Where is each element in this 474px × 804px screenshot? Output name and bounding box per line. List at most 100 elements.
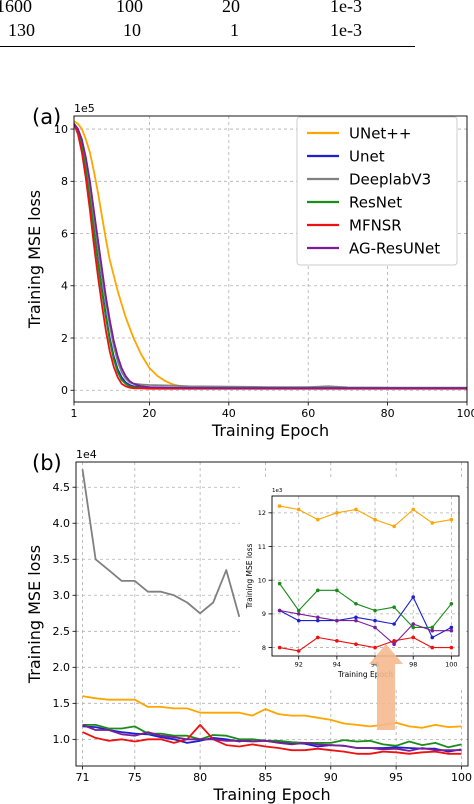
y-axis-label: Training MSE loss — [25, 545, 44, 684]
data-point — [277, 608, 282, 613]
legend-label: UNet++ — [349, 125, 411, 143]
data-point — [354, 615, 358, 620]
scale-label: 1e3 — [272, 488, 283, 494]
x-tick-label: 100 — [457, 407, 474, 420]
data-point — [373, 618, 377, 623]
x-tick-label: 40 — [222, 407, 236, 420]
series-line — [82, 723, 462, 755]
series-group — [277, 504, 454, 653]
data-point — [335, 639, 339, 643]
data-point — [392, 605, 396, 609]
x-tick-label: 60 — [301, 407, 315, 420]
parameter-table: 1600 100 20 1e-3 130 10 1 1e-3 — [0, 0, 474, 80]
legend-label: Unet — [349, 148, 385, 166]
x-tick-label: 95 — [389, 771, 403, 784]
y-tick-label: 4.5 — [53, 481, 71, 494]
y-tick-label: 6 — [61, 227, 68, 240]
table-cell: 10 — [123, 20, 141, 40]
y-tick-label: 8 — [262, 644, 266, 652]
data-point — [430, 628, 435, 633]
series-group — [74, 120, 467, 390]
table-cell: 1 — [230, 20, 239, 40]
data-point — [430, 521, 435, 525]
y-tick-label: 10 — [258, 576, 266, 584]
data-point — [315, 618, 320, 623]
series-group — [81, 469, 462, 755]
x-tick-label: 85 — [258, 771, 272, 784]
scale-label: 1e4 — [76, 448, 97, 461]
x-tick-label: 71 — [76, 771, 90, 784]
data-point — [354, 618, 358, 623]
y-tick-label: 12 — [258, 509, 266, 517]
x-tick-label: 1 — [71, 407, 78, 420]
data-point — [277, 504, 282, 508]
panel-label: (b) — [32, 451, 62, 475]
data-point — [373, 608, 377, 613]
data-point — [277, 645, 282, 650]
table-cell: 100 — [116, 0, 143, 16]
series-line — [81, 469, 241, 618]
plot-frame — [75, 461, 469, 767]
data-point — [430, 635, 435, 640]
data-point — [296, 649, 301, 653]
data-point — [373, 645, 377, 650]
y-tick-label: 1.5 — [53, 697, 71, 710]
data-point — [411, 595, 416, 599]
series-line — [279, 636, 452, 652]
data-point — [373, 625, 377, 630]
x-axis-label: Training Epoch — [211, 421, 329, 440]
data-point — [392, 622, 396, 626]
x-tick-label: 90 — [324, 771, 338, 784]
data-point — [335, 511, 339, 515]
y-axis-label: Training MSE loss — [25, 190, 44, 329]
x-axis-label: Training Epoch — [212, 785, 330, 804]
data-point — [392, 642, 396, 647]
data-point — [296, 612, 301, 616]
data-point — [411, 507, 416, 512]
data-point — [430, 645, 435, 650]
data-point — [449, 601, 454, 606]
data-point — [335, 588, 339, 593]
data-point — [392, 524, 396, 529]
x-tick-label: 98 — [409, 661, 417, 669]
data-point — [277, 581, 282, 586]
legend-label: ResNet — [349, 194, 402, 212]
chart-a: 1 20 40 60 80 100 0 2 4 6 8 10 1e5 Training Epoch Trai… — [25, 102, 474, 440]
legend-label: AG-ResUNet — [349, 240, 440, 258]
data-point — [449, 645, 454, 650]
data-point — [296, 507, 301, 512]
series-line — [279, 596, 452, 639]
table-cell: 130 — [8, 20, 35, 40]
data-point — [296, 608, 301, 613]
table-cell: 20 — [222, 0, 240, 16]
x-tick-label: 75 — [128, 771, 142, 784]
data-point — [430, 625, 435, 630]
y-tick-label: 4 — [61, 280, 68, 293]
data-point — [449, 628, 454, 633]
y-tick-label: 8 — [61, 175, 68, 188]
data-point — [354, 601, 358, 606]
table-bottom-rule — [0, 46, 415, 47]
series-line — [82, 695, 462, 729]
table-cell: 1e-3 — [330, 20, 362, 40]
y-tick-label: 3.0 — [53, 589, 71, 602]
data-point — [315, 635, 320, 640]
data-point — [411, 625, 416, 630]
y-tick-label: 4.0 — [53, 517, 71, 530]
series-line — [74, 123, 467, 390]
data-point — [315, 517, 320, 522]
y-tick-label: 2.5 — [53, 625, 71, 638]
plot-frame — [73, 115, 468, 403]
data-point — [449, 517, 454, 522]
x-tick-label: 92 — [295, 661, 303, 669]
x-tick-label: 100 — [445, 661, 457, 669]
data-point — [411, 622, 416, 626]
y-tick-label: 2.0 — [53, 661, 71, 674]
data-point — [315, 615, 320, 620]
plot-frame — [271, 495, 460, 657]
series-line — [279, 505, 452, 527]
y-axis-label: Training MSE loss — [245, 544, 254, 610]
chart-b: 71 75 80 85 90 95 100 1.0 1.5 2.0 2.5 3.0 3.5 4.0 4.5 1… — [25, 448, 472, 804]
x-tick-label: 96 — [371, 661, 379, 669]
y-tick-label: 1.0 — [53, 733, 71, 746]
